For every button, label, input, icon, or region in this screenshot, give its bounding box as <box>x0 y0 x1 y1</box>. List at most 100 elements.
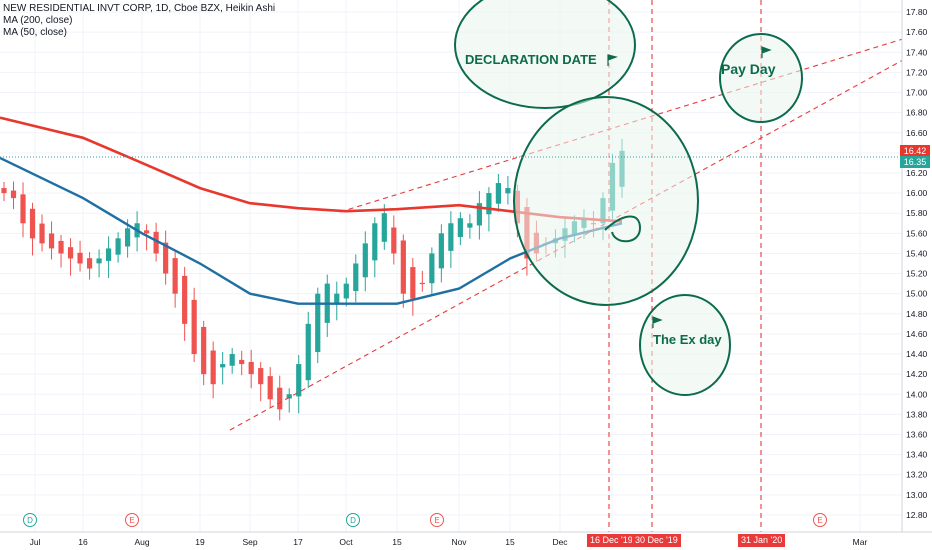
candle-body <box>105 248 112 261</box>
candle-body <box>353 263 359 292</box>
candle-body <box>248 361 254 375</box>
date-tag-30dec: 30 Dec '19 <box>632 534 681 547</box>
time-axis[interactable]: Jul16Aug19Sep17Oct15Nov15Dec16Mar <box>0 531 932 550</box>
legend-ma200: MA (200, close) <box>3 15 73 26</box>
x-tick-label: Oct <box>339 537 353 547</box>
ma-price-tag: 16.35 <box>900 156 930 168</box>
y-tick-label: 14.00 <box>906 389 928 399</box>
candle-body <box>467 223 473 228</box>
candle-body <box>125 228 131 247</box>
x-tick-label: 15 <box>392 537 402 547</box>
candle-body <box>391 227 397 254</box>
payday-circle <box>719 33 803 123</box>
price-axis[interactable]: 12.80 13.00 13.20 13.40 13.60 13.80 14.00 14.20… <box>901 0 932 550</box>
candle-body <box>239 359 245 365</box>
candle-body <box>400 240 406 294</box>
y-tick-label: 17.20 <box>906 67 928 77</box>
candle-body <box>505 188 511 194</box>
candle-body <box>381 213 387 242</box>
y-tick-label: 15.60 <box>906 228 928 238</box>
candle-body <box>115 238 121 255</box>
y-tick-label: 17.80 <box>906 7 928 17</box>
candle-body <box>1 188 7 194</box>
candle-body <box>86 258 93 269</box>
candle-body <box>305 323 311 381</box>
event-marker[interactable]: E <box>813 513 827 527</box>
candle-body <box>29 208 36 239</box>
y-tick-label: 13.60 <box>906 429 928 439</box>
flags <box>607 46 772 328</box>
x-tick-label: 17 <box>293 537 303 547</box>
candle-body <box>172 258 178 294</box>
event-marker[interactable]: D <box>23 513 37 527</box>
y-tick-label: 13.80 <box>906 409 928 419</box>
candle-body <box>457 218 463 238</box>
x-tick-label: Aug <box>134 537 149 547</box>
candle-body <box>258 368 264 385</box>
chart-legend: NEW RESIDENTIAL INVT CORP, 1D, Cboe BZX,… <box>3 3 275 39</box>
flag-icon <box>607 54 619 66</box>
pay-day-label: Pay Day <box>721 61 776 77</box>
candle-body <box>277 387 283 410</box>
y-tick-label: 17.00 <box>906 88 928 98</box>
candle-body <box>220 364 226 368</box>
y-tick-label: 15.40 <box>906 248 928 258</box>
x-tick-label: Dec <box>552 537 568 547</box>
candle-body <box>410 267 416 299</box>
y-tick-label: 13.00 <box>906 490 928 500</box>
y-tick-label: 15.20 <box>906 269 928 279</box>
candle-body <box>486 193 492 215</box>
x-tick-label: 15 <box>505 537 515 547</box>
y-tick-label: 14.80 <box>906 309 928 319</box>
y-tick-label: 14.60 <box>906 329 928 339</box>
y-tick-label: 16.00 <box>906 188 928 198</box>
candle-body <box>144 230 150 234</box>
y-tick-label: 13.40 <box>906 450 928 460</box>
svg-text:E: E <box>817 516 822 525</box>
candle-body <box>343 283 349 299</box>
svg-text:D: D <box>350 516 356 525</box>
candle-body <box>96 258 102 264</box>
candle-body <box>315 293 321 353</box>
flag-icon <box>652 316 663 328</box>
candle-body <box>448 223 454 251</box>
declaration-circle <box>454 0 636 109</box>
x-tick-label: Jul <box>30 537 41 547</box>
candle-body <box>153 231 159 254</box>
candle-body <box>429 253 435 284</box>
y-tick-label: 17.40 <box>906 47 928 57</box>
legend-ma50: MA (50, close) <box>3 27 67 38</box>
candle-body <box>10 190 17 199</box>
y-tick-label: 12.80 <box>906 510 928 520</box>
candle-body <box>334 293 340 304</box>
candle-body <box>296 364 302 397</box>
candle-body <box>229 354 235 366</box>
candle-body <box>48 233 55 249</box>
candle-body <box>419 282 425 285</box>
event-marker[interactable]: D <box>346 513 360 527</box>
candle-body <box>201 326 207 375</box>
candle-body <box>476 203 482 226</box>
x-tick-label: Sep <box>242 537 257 547</box>
candle-body <box>77 252 83 264</box>
candle-body <box>362 243 368 278</box>
svg-text:E: E <box>434 516 439 525</box>
event-marker[interactable]: E <box>125 513 139 527</box>
candle-body <box>20 194 26 224</box>
exdate-circle <box>513 96 699 306</box>
y-tick-label: 16.60 <box>906 128 928 138</box>
ex-day-label: The Ex day <box>653 332 722 347</box>
candle-body <box>39 223 45 244</box>
legend-symbol: NEW RESIDENTIAL INVT CORP, 1D, Cboe BZX,… <box>3 3 276 14</box>
date-tag-16dec: 16 Dec '19 <box>587 534 636 547</box>
svg-text:E: E <box>129 516 134 525</box>
candle-body <box>210 350 216 385</box>
candle-body <box>182 275 188 324</box>
date-tag-31jan: 31 Jan '20 <box>738 534 786 547</box>
y-tick-label: 17.60 <box>906 27 928 37</box>
event-marker[interactable]: E <box>430 513 444 527</box>
candle-body <box>286 394 292 399</box>
candle-body <box>163 242 169 274</box>
